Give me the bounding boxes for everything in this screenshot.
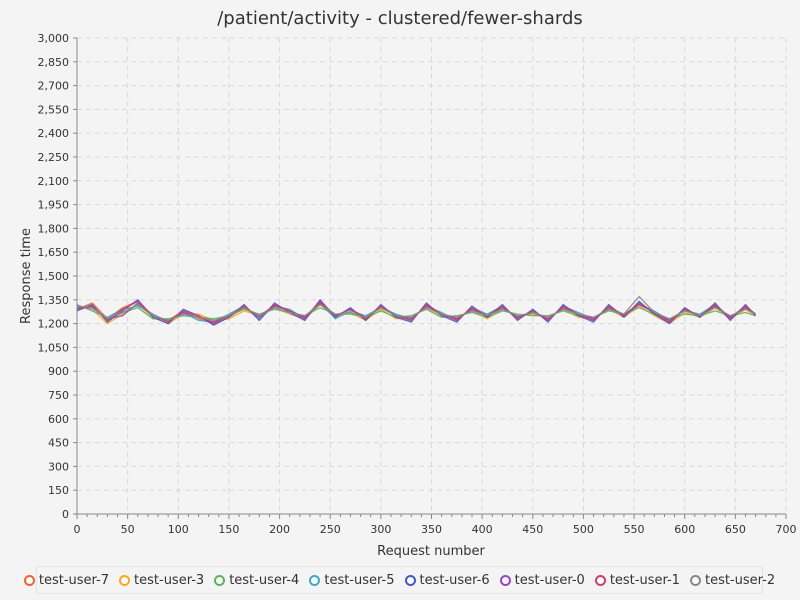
y-tick-label: 150 bbox=[48, 484, 69, 497]
axes: 0 150 300 450 600 750 900 1,050 1,200 1,350 1,500 1… bbox=[38, 32, 797, 536]
legend-label: test-user-6 bbox=[419, 572, 490, 588]
y-tick-label: 1,200 bbox=[38, 318, 70, 331]
chart-title: /patient/activity - clustered/fewer-shar… bbox=[217, 8, 583, 29]
series-layer bbox=[76, 295, 757, 326]
legend-item-test-user-3[interactable]: test-user-3 bbox=[119, 573, 204, 588]
y-tick-label: 2,250 bbox=[38, 151, 70, 164]
x-tick-label: 600 bbox=[674, 523, 695, 536]
y-tick-label: 1,650 bbox=[38, 246, 70, 259]
legend-swatch bbox=[594, 574, 606, 586]
legend-label: test-user-3 bbox=[134, 572, 205, 588]
y-tick-label: 1,950 bbox=[38, 199, 70, 212]
y-tick-label: 900 bbox=[48, 365, 69, 378]
y-tick-label: 2,550 bbox=[38, 103, 70, 116]
x-tick-label: 400 bbox=[472, 523, 493, 536]
legend-swatch bbox=[119, 574, 131, 586]
x-tick-label: 0 bbox=[74, 523, 81, 536]
y-tick-label: 3,000 bbox=[38, 32, 70, 45]
legend-label: test-user-7 bbox=[38, 572, 110, 588]
y-tick-label: 1,500 bbox=[38, 270, 70, 283]
x-tick-label: 100 bbox=[168, 523, 189, 536]
legend-label: test-user-0 bbox=[514, 572, 585, 588]
x-tick-label: 300 bbox=[370, 523, 391, 536]
x-tick-label: 550 bbox=[624, 523, 645, 536]
legend-item-test-user-1[interactable]: test-user-1 bbox=[594, 572, 680, 588]
legend-item-test-user-5[interactable]: test-user-5 bbox=[309, 572, 395, 588]
y-tick-label: 2,850 bbox=[38, 56, 70, 69]
y-tick-label: 450 bbox=[48, 437, 69, 450]
legend-swatch bbox=[309, 574, 321, 586]
y-tick-label: 2,700 bbox=[38, 80, 70, 93]
grid bbox=[77, 37, 787, 514]
y-tick-label: 2,100 bbox=[38, 175, 70, 188]
y-tick-label: 600 bbox=[48, 413, 69, 426]
y-tick-label: 1,050 bbox=[38, 341, 70, 354]
legend: test-user-7 test-user-3 test-user-4 test-us… bbox=[23, 566, 775, 594]
legend-item-test-user-2[interactable]: test-user-2 bbox=[689, 572, 776, 588]
y-tick-label: 1,800 bbox=[38, 222, 70, 235]
x-tick-label: 150 bbox=[218, 523, 239, 536]
y-axis-label: Response time bbox=[19, 228, 34, 324]
y-tick-label: 0 bbox=[62, 508, 69, 521]
x-tick-label: 500 bbox=[573, 523, 594, 536]
legend-item-test-user-4[interactable]: test-user-4 bbox=[214, 573, 299, 588]
y-tick-label: 1,350 bbox=[38, 294, 70, 307]
x-tick-label: 650 bbox=[725, 523, 746, 536]
y-tick-label: 2,400 bbox=[38, 127, 70, 140]
legend-swatch bbox=[23, 574, 35, 586]
x-tick-label: 250 bbox=[320, 523, 341, 536]
legend-label: test-user-4 bbox=[229, 572, 300, 588]
legend-swatch bbox=[214, 574, 226, 586]
x-tick-label: 200 bbox=[269, 523, 290, 536]
y-tick-label: 300 bbox=[48, 460, 69, 473]
x-tick-label: 450 bbox=[522, 523, 543, 536]
legend-label: test-user-5 bbox=[324, 572, 395, 588]
legend-item-test-user-7[interactable]: test-user-7 bbox=[23, 572, 110, 588]
x-tick-label: 350 bbox=[421, 523, 442, 536]
y-tick-label: 750 bbox=[48, 389, 69, 402]
x-tick-label: 700 bbox=[776, 523, 797, 536]
legend-swatch bbox=[689, 574, 701, 586]
legend-swatch bbox=[404, 574, 416, 586]
x-tick-label: 50 bbox=[121, 523, 135, 536]
series-line-test-user-2 bbox=[76, 295, 756, 322]
legend-item-test-user-6[interactable]: test-user-6 bbox=[404, 572, 490, 588]
legend-label: test-user-1 bbox=[609, 572, 680, 588]
legend-item-test-user-0[interactable]: test-user-0 bbox=[499, 572, 585, 588]
legend-label: test-user-2 bbox=[704, 572, 776, 588]
x-axis-label: Request number bbox=[377, 544, 485, 559]
legend-swatch bbox=[499, 574, 511, 586]
